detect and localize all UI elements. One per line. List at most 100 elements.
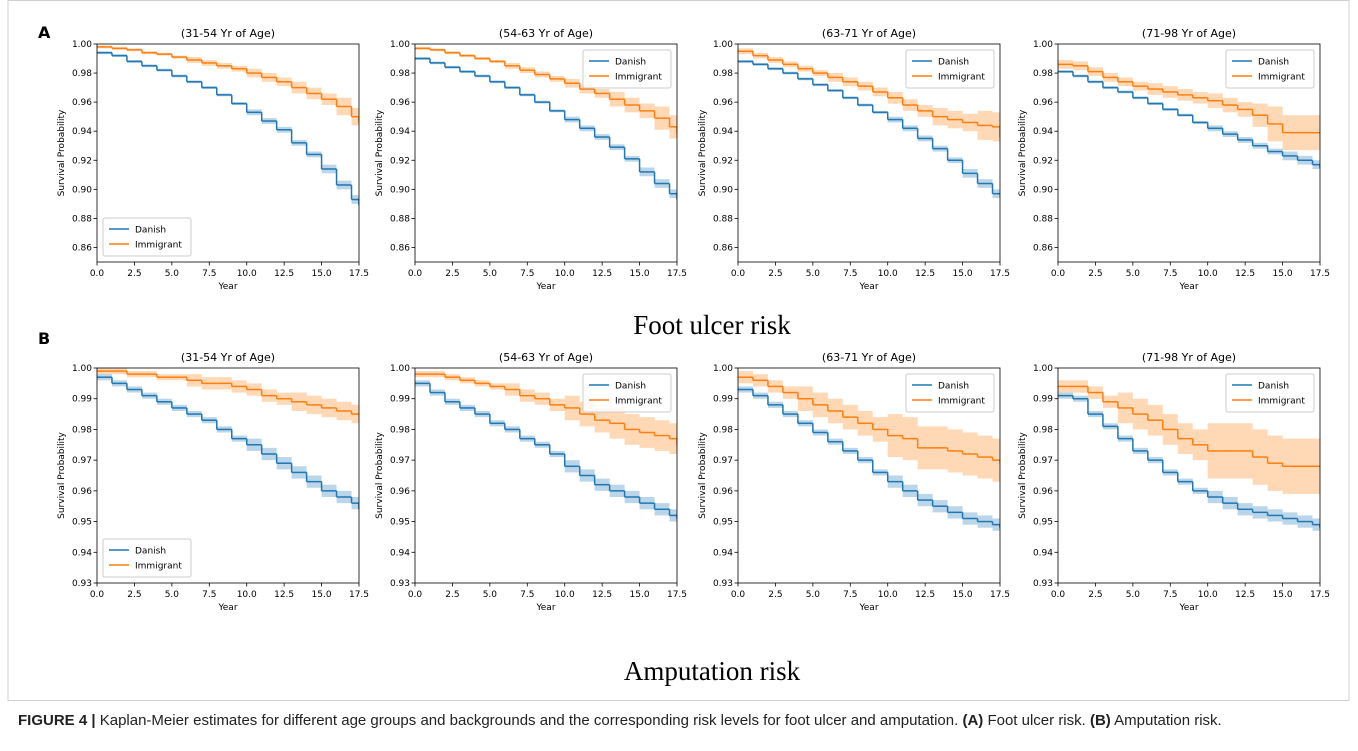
subplot-title: (54-63 Yr of Age) [499,351,593,364]
x-tick-label: 10.0 [237,269,257,279]
x-tick-label: 17.5 [667,269,687,279]
y-tick-label: 0.98 [390,425,410,435]
y-tick-label: 0.97 [72,456,92,466]
x-tick-label: 2.5 [445,590,459,600]
axes-frame [737,43,1001,263]
y-tick-label: 0.98 [390,69,410,79]
y-tick-label: 0.95 [1033,518,1053,528]
y-tick-label: 0.86 [713,243,733,253]
x-tick-label: 15.0 [953,269,973,279]
legend-label: Immigrant [135,241,182,251]
y-tick-label: 0.94 [713,127,733,137]
subplot-title: (31-54 Yr of Age) [181,351,275,364]
x-tick-label: 7.5 [520,269,534,279]
panel-label: B [38,329,50,348]
axes-frame [414,43,678,263]
legend: Danish Immigrant [905,373,995,413]
x-tick-label: 10.0 [1198,269,1218,279]
plot-area [1058,380,1320,531]
plot-area [415,371,677,522]
axes-frame [1057,43,1321,263]
x-tick-label: 12.5 [592,590,612,600]
legend-label: Immigrant [615,397,662,407]
x-tick-label: 7.5 [202,590,216,600]
y-tick-label: 0.96 [713,98,733,108]
x-tick-label: 17.5 [990,590,1010,600]
legend-box [905,49,995,89]
x-tick-label: 0.0 [731,269,746,279]
legend: Danish Immigrant [102,538,192,578]
subplot-title: (71-98 Yr of Age) [1142,27,1236,40]
y-tick-label: 0.95 [390,518,410,528]
x-tick-label: 5.0 [483,590,498,600]
x-tick-label: 15.0 [630,269,650,279]
axes-frame [1057,367,1321,584]
subplot: (71-98 Yr of Age) Year Survival Probabilit… [1018,351,1330,613]
y-tick-label: 0.96 [390,98,410,108]
y-tick-label: 0.99 [1033,395,1053,405]
x-tick-label: 7.5 [843,269,857,279]
x-tick-label: 17.5 [1310,269,1330,279]
x-tick-label: 2.5 [445,269,459,279]
x-tick-label: 15.0 [953,590,973,600]
legend-box [1225,373,1315,413]
legend-label: Danish [1258,382,1289,392]
x-tick-label: 0.0 [408,269,423,279]
y-axis-label: Survival Probability [1018,431,1028,518]
x-tick-label: 7.5 [520,590,534,600]
subplot: (54-63 Yr of Age) Year Survival Probabilit… [375,27,687,292]
x-tick-label: 2.5 [768,269,782,279]
y-tick-label: 1.00 [713,364,733,374]
x-tick-label: 5.0 [1126,590,1141,600]
y-tick-label: 0.88 [390,214,410,224]
y-tick-label: 1.00 [1033,40,1053,50]
y-axis-label: Survival Probability [698,431,708,518]
figure-frame [7,0,1350,701]
y-axis-label: Survival Probability [375,431,385,518]
y-tick-label: 0.86 [72,243,92,253]
y-axis-label: Survival Probability [57,431,67,518]
x-axis-label: Year [217,282,237,292]
y-tick-label: 0.98 [713,425,733,435]
x-tick-label: 12.5 [592,269,612,279]
y-tick-label: 0.90 [1033,185,1053,195]
legend: Danish Immigrant [1225,373,1315,413]
subplot-title: (63-71 Yr of Age) [822,351,916,364]
plot-area [1058,59,1320,169]
legend-label: Danish [135,547,166,557]
legend-label: Danish [615,382,646,392]
legend-box [1225,49,1315,89]
y-tick-label: 0.94 [390,548,410,558]
y-tick-label: 0.86 [1033,243,1053,253]
subplot: (71-98 Yr of Age) Year Survival Probabilit… [1018,27,1330,292]
x-axis-label: Year [858,603,878,613]
y-tick-label: 0.96 [1033,487,1053,497]
legend-box [102,217,192,257]
x-tick-label: 10.0 [878,269,898,279]
x-tick-label: 7.5 [843,590,857,600]
legend-box [102,538,192,578]
y-tick-label: 0.98 [72,69,92,79]
plot-area [738,371,1000,531]
y-tick-label: 0.86 [390,243,410,253]
legend-label: Danish [135,226,166,236]
y-axis-label: Survival Probability [698,109,708,196]
y-tick-label: 0.90 [72,185,92,195]
subplot: (31-54 Yr of Age) Year Survival Probabilit… [57,27,369,292]
panel-label: A [38,23,51,42]
x-axis-label: Year [535,282,555,292]
y-tick-label: 0.93 [72,579,92,589]
legend-label: Danish [615,58,646,68]
x-tick-label: 0.0 [90,269,105,279]
legend-label: Danish [938,382,969,392]
legend: Danish Immigrant [102,217,192,257]
x-tick-label: 5.0 [165,269,180,279]
legend-label: Immigrant [938,73,985,83]
x-tick-label: 5.0 [1126,269,1141,279]
x-tick-label: 15.0 [312,269,332,279]
x-tick-label: 2.5 [1088,590,1102,600]
legend: Danish Immigrant [582,373,672,413]
x-tick-label: 2.5 [768,590,782,600]
y-tick-label: 0.94 [1033,127,1053,137]
x-axis-label: Year [858,282,878,292]
